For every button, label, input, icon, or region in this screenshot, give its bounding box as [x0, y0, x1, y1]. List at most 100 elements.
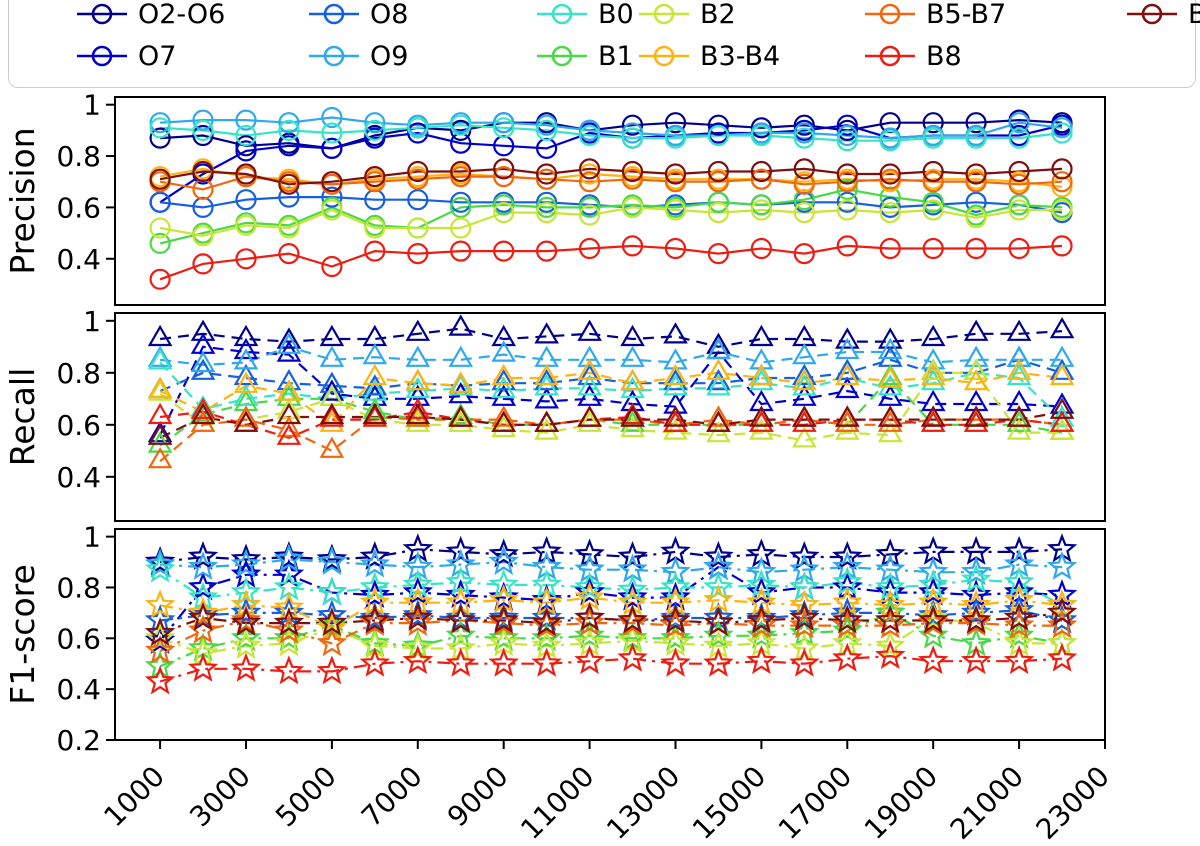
markers-B3-B4	[147, 358, 1075, 432]
legend-item-O8[interactable]: O8	[307, 0, 535, 35]
y-tick-label: 0.4	[56, 673, 101, 706]
legend-marker-icon	[309, 3, 359, 25]
series-O9	[160, 558, 1063, 574]
y-axis-label: Precision	[3, 127, 42, 274]
markers-B8	[144, 640, 1078, 695]
legend-marker-icon	[639, 45, 689, 67]
legend-label: B9	[1188, 0, 1200, 30]
y-tick-label: 0.6	[56, 622, 101, 655]
legend-item-B8[interactable]: B8	[863, 35, 1125, 77]
series-B8	[159, 244, 1063, 281]
legend-item-O7[interactable]: O7	[75, 35, 307, 77]
series-O8	[159, 358, 1063, 393]
legend-label: B2	[700, 0, 736, 30]
legend-marker-icon	[865, 3, 915, 25]
legend-label: O7	[138, 40, 177, 72]
f1-score-subplot: 1 0.8 0.6 0.4 0.2 F1-score 1000 3000 5000 7000 900…	[3, 521, 1116, 846]
series-O7	[159, 345, 1063, 436]
series-O2-O6	[159, 327, 1063, 348]
series-B8	[159, 410, 1063, 439]
legend-item-B9[interactable]: B9	[1125, 0, 1200, 35]
axes-frame	[114, 96, 1106, 306]
series-B2	[159, 206, 1062, 237]
x-tick-label: 13000	[600, 760, 686, 846]
series-O9	[160, 116, 1063, 140]
legend-label: B3-B4	[700, 40, 781, 72]
series-B5-B7	[159, 619, 1062, 652]
series-B0	[159, 568, 1063, 607]
legend-marker-icon	[537, 45, 587, 67]
series-B8	[159, 654, 1063, 683]
x-tick-label: 21000	[944, 760, 1030, 846]
series-B3-B4	[159, 371, 1063, 427]
legend-label: B1	[598, 40, 634, 72]
x-tick-label: 17000	[772, 760, 858, 846]
legend-marker-icon	[309, 45, 359, 67]
axes-frame	[114, 528, 1106, 741]
y-tick-label: 1	[83, 521, 101, 554]
x-tick-label: 9000	[441, 760, 515, 834]
legend-item-B5-B7[interactable]: B5-B7	[863, 0, 1125, 35]
y-tick-label: 0.6	[56, 191, 101, 224]
markers-B2	[149, 196, 1073, 247]
precision-subplot: 1 0.8 0.6 0.4 Precision	[3, 89, 1106, 306]
legend-marker-icon	[77, 3, 127, 25]
y-tick-label: 0.2	[56, 724, 101, 757]
legend-item-B2[interactable]: B2	[637, 0, 863, 35]
markers-B9	[147, 397, 1075, 445]
legend-marker-icon	[639, 3, 689, 25]
markers-B0	[149, 114, 1073, 152]
series-B5-B7	[159, 415, 1063, 463]
markers-B8	[149, 235, 1073, 290]
legend-item-O9[interactable]: O9	[307, 35, 535, 77]
legend-label: B0	[598, 0, 634, 30]
legend-marker-icon	[865, 45, 915, 67]
recall-subplot: 1 0.8 0.6 0.4 Recall	[3, 305, 1106, 522]
axes-frame	[114, 312, 1106, 522]
legend-item-B0[interactable]: B0	[535, 0, 637, 35]
x-tick-label: 1000	[97, 760, 171, 834]
y-tick-label: 0.6	[56, 409, 101, 442]
y-axis-label: Recall	[3, 368, 42, 466]
markers-B9	[149, 158, 1073, 195]
legend-item-B3-B4[interactable]: B3-B4	[637, 35, 863, 77]
legend-label: O9	[370, 40, 409, 72]
legend-marker-icon	[77, 45, 127, 67]
x-tick-label: 23000	[1030, 760, 1116, 846]
markers-O9	[147, 332, 1075, 373]
series-B9	[159, 410, 1063, 439]
x-tick-label: 7000	[355, 760, 429, 834]
y-tick-label: 0.4	[56, 243, 101, 276]
markers-B5-B7	[149, 165, 1073, 201]
x-tick-label: 5000	[269, 760, 343, 834]
legend-item-O2-O6[interactable]: O2-O6	[75, 0, 307, 35]
x-tick-label: 15000	[686, 760, 772, 846]
series-O9	[159, 345, 1062, 367]
markers-O2-O6	[149, 109, 1073, 160]
legend-item-B1[interactable]: B1	[535, 35, 637, 77]
legend-label: O8	[370, 0, 409, 30]
legend: O2-O6 O7 O8 O9 B0 B1 B2 B3-B4 B5-B7 B8 B9	[8, 0, 1200, 88]
series-O2-O6	[160, 118, 1063, 150]
legend-marker-icon	[1127, 3, 1177, 25]
markers-O2-O6	[147, 314, 1075, 354]
series-B0	[159, 361, 1063, 421]
series-B9	[159, 611, 1063, 635]
y-tick-label: 0.8	[56, 357, 101, 390]
series-B1	[159, 376, 1063, 447]
series-B2	[159, 371, 1062, 442]
y-tick-label: 0.8	[56, 140, 101, 173]
series-B0	[160, 124, 1063, 142]
y-tick-label: 1	[83, 89, 101, 122]
legend-label: O2-O6	[138, 0, 226, 30]
series-B1	[159, 188, 1063, 245]
y-axis-label: F1-score	[3, 564, 42, 705]
legend-label: B8	[926, 40, 962, 72]
legend-marker-icon	[537, 3, 587, 25]
plots-svg: 1 0.8 0.6 0.4 Precision 1 0.8 0.6 0.4 Recall 1 0.8 0…	[3, 89, 1116, 846]
y-tick-label: 1	[83, 305, 101, 338]
series-B2	[159, 616, 1062, 655]
series-O7	[159, 565, 1063, 642]
y-tick-label: 0.8	[56, 571, 101, 604]
